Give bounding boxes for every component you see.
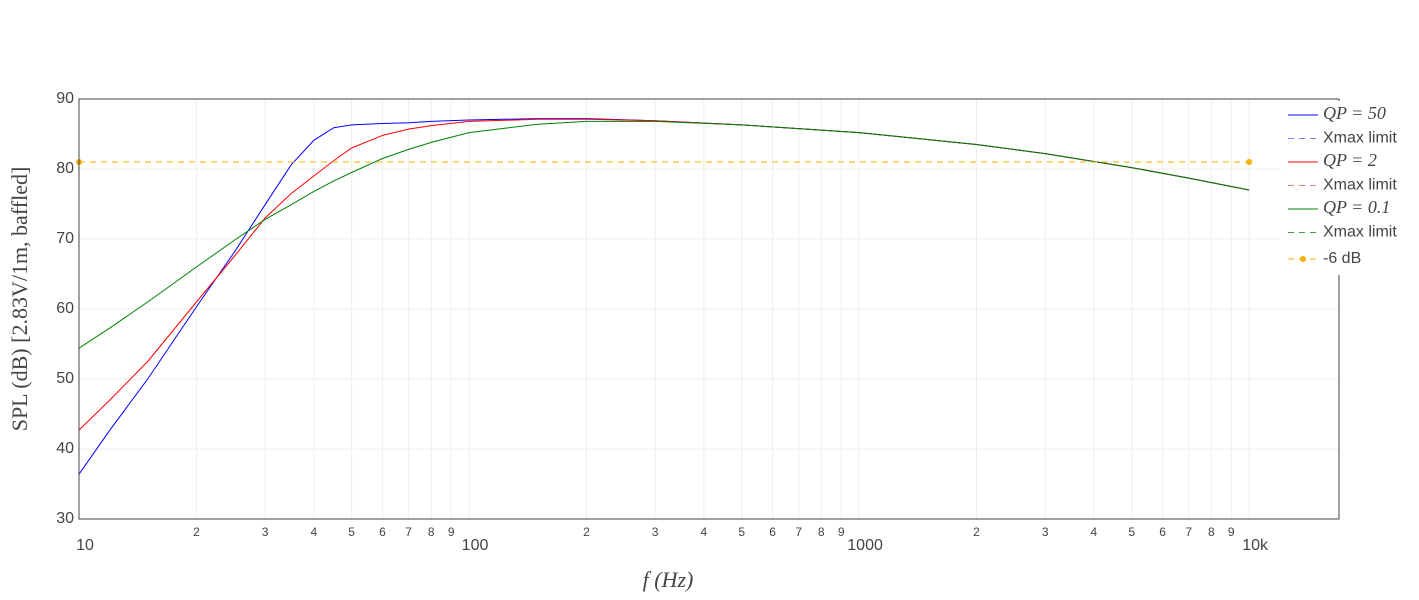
legend-background	[1281, 101, 1417, 275]
x-tick-label: 2	[193, 525, 200, 539]
x-tick-label: 3	[652, 525, 659, 539]
x-tick-label: 1000	[847, 537, 883, 554]
y-tick-label: 50	[56, 370, 74, 387]
x-tick-label: 9	[838, 525, 845, 539]
legend-label: Xmax limit	[1323, 224, 1397, 241]
x-tick-label: 5	[348, 525, 355, 539]
x-tick-label: 7	[405, 525, 412, 539]
x-tick-label: 10	[76, 537, 94, 554]
series-line	[78, 120, 1250, 349]
y-axis-title: SPL (dB) [2.83V/1m, baffled]	[7, 167, 32, 432]
x-tick-label: 8	[428, 525, 435, 539]
plot-frame	[78, 98, 1340, 520]
x-tick-label: 4	[1091, 525, 1098, 539]
x-tick-label: 7	[795, 525, 802, 539]
y-tick-label: 80	[56, 160, 74, 177]
x-tick-label: 100	[462, 537, 489, 554]
x-tick-label: 3	[262, 525, 269, 539]
x-tick-label: 5	[1128, 525, 1135, 539]
y-tick-label: 60	[56, 300, 74, 317]
y-tick-label: 70	[56, 230, 74, 247]
legend-label: -6 dB	[1323, 250, 1361, 267]
x-tick-label: 4	[701, 525, 708, 539]
x-axis-title: f (Hz)	[643, 567, 694, 592]
x-tick-label: 3	[1042, 525, 1049, 539]
x-tick-label: 8	[818, 525, 825, 539]
x-tick-label: 6	[1159, 525, 1166, 539]
legend-label: QP = 2	[1323, 150, 1377, 170]
x-tick-label: 8	[1208, 525, 1215, 539]
legend-label: QP = 0.1	[1323, 197, 1390, 217]
series-line	[78, 118, 1250, 431]
x-tick-label: 9	[448, 525, 455, 539]
series-line	[78, 118, 1250, 475]
y-tick-label: 90	[56, 90, 74, 107]
x-tick-label: 6	[769, 525, 776, 539]
x-tick-label: 5	[738, 525, 745, 539]
y-tick-label: 40	[56, 440, 74, 457]
plot-lines	[76, 118, 1253, 475]
x-tick-label: 10k	[1242, 537, 1269, 554]
legend: QP = 50 Xmax limit QP = 2 Xmax limit QP = 0.…	[1281, 101, 1417, 275]
x-tick-label: 4	[310, 525, 317, 539]
legend-label: Xmax limit	[1323, 177, 1397, 194]
series-marker	[1246, 159, 1253, 165]
x-tick-label: 7	[1185, 525, 1192, 539]
x-tick-label: 9	[1228, 525, 1235, 539]
x-tick-label: 2	[583, 525, 590, 539]
y-tick-label: 30	[56, 510, 74, 527]
x-tick-label: 6	[379, 525, 386, 539]
x-tick-label: 2	[973, 525, 980, 539]
legend-label: QP = 50	[1323, 103, 1386, 123]
legend-marker	[1300, 256, 1306, 262]
legend-label: Xmax limit	[1323, 130, 1397, 147]
